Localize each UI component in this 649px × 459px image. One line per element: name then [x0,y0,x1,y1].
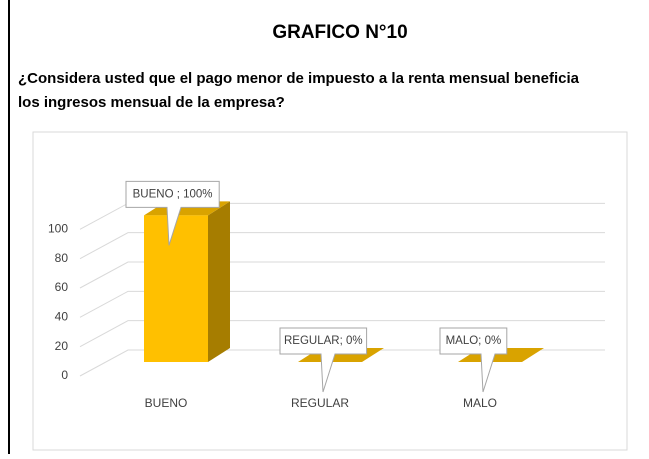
y-tick-label: 80 [55,251,69,265]
grid-line [79,232,605,260]
data-label: REGULAR; 0% [284,335,363,347]
x-tick-label: BUENO [145,396,188,410]
bar-side [208,201,230,362]
subtitle-line: los ingresos mensual de la empresa? [18,94,285,111]
data-label: BUENO ; 100% [133,188,213,200]
bar-front [144,215,208,362]
chart-title: GRAFICO N°10 [272,22,407,43]
grid-line [79,290,605,318]
subtitle-line: ¿Considera usted que el pago menor de im… [18,70,580,87]
y-tick-label: 0 [61,368,68,382]
y-tick-label: 20 [55,339,69,353]
grid-line [79,261,605,289]
data-label-box [439,327,508,393]
data-label-box [125,180,220,246]
y-tick-label: 60 [55,280,69,294]
data-label-box [279,327,368,393]
x-tick-label: MALO [463,396,497,410]
y-tick-label: 100 [48,222,68,236]
data-label: MALO; 0% [446,335,502,347]
plot-frame [32,131,628,451]
grid-line [79,320,605,348]
bar [144,201,230,362]
y-tick-label: 40 [55,310,69,324]
x-tick-label: REGULAR [291,396,349,410]
